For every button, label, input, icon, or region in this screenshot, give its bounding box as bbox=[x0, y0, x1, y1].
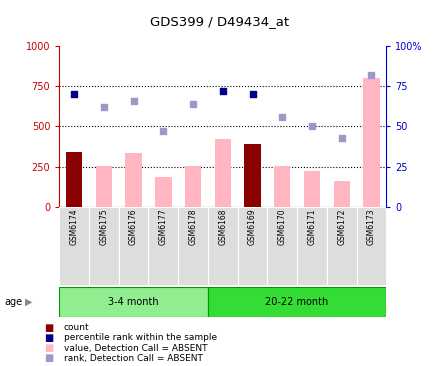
Text: GSM6172: GSM6172 bbox=[336, 208, 346, 245]
Bar bbox=[125, 153, 141, 207]
Bar bbox=[118, 207, 148, 285]
Bar bbox=[244, 144, 260, 207]
Point bbox=[219, 88, 226, 94]
Bar bbox=[297, 207, 326, 285]
Text: age: age bbox=[4, 296, 22, 307]
Text: value, Detection Call = ABSENT: value, Detection Call = ABSENT bbox=[64, 344, 207, 352]
Text: GSM6171: GSM6171 bbox=[307, 208, 316, 245]
Text: GSM6177: GSM6177 bbox=[159, 208, 167, 245]
Bar bbox=[66, 152, 82, 207]
Point bbox=[71, 91, 78, 97]
Text: count: count bbox=[64, 323, 89, 332]
Text: rank, Detection Call = ABSENT: rank, Detection Call = ABSENT bbox=[64, 354, 202, 363]
Text: ■: ■ bbox=[44, 343, 53, 353]
Text: GSM6174: GSM6174 bbox=[70, 208, 78, 245]
Bar bbox=[363, 78, 379, 207]
Bar bbox=[326, 207, 356, 285]
Bar bbox=[184, 166, 201, 207]
Bar bbox=[237, 207, 267, 285]
Point bbox=[189, 101, 196, 107]
Point bbox=[278, 114, 285, 120]
Text: ■: ■ bbox=[44, 333, 53, 343]
Bar bbox=[178, 207, 208, 285]
Text: 20-22 month: 20-22 month bbox=[265, 296, 328, 307]
Text: ▶: ▶ bbox=[25, 296, 32, 307]
Bar bbox=[148, 207, 178, 285]
Point bbox=[337, 135, 344, 141]
Bar bbox=[333, 181, 349, 207]
Bar bbox=[208, 287, 385, 317]
Text: GSM6176: GSM6176 bbox=[129, 208, 138, 245]
Text: GSM6178: GSM6178 bbox=[188, 208, 197, 245]
Bar bbox=[89, 207, 118, 285]
Point bbox=[100, 104, 107, 110]
Bar bbox=[59, 207, 89, 285]
Bar bbox=[208, 207, 237, 285]
Bar bbox=[303, 171, 319, 207]
Point bbox=[130, 98, 137, 104]
Text: GSM6169: GSM6169 bbox=[247, 208, 256, 245]
Text: GDS399 / D49434_at: GDS399 / D49434_at bbox=[150, 15, 288, 28]
Bar bbox=[59, 287, 208, 317]
Point bbox=[367, 72, 374, 78]
Text: GSM6170: GSM6170 bbox=[277, 208, 286, 245]
Point bbox=[159, 128, 166, 134]
Bar bbox=[95, 166, 112, 207]
Bar bbox=[273, 166, 290, 207]
Bar bbox=[155, 177, 171, 207]
Text: GSM6173: GSM6173 bbox=[366, 208, 375, 245]
Text: percentile rank within the sample: percentile rank within the sample bbox=[64, 333, 216, 342]
Bar bbox=[267, 207, 297, 285]
Text: GSM6175: GSM6175 bbox=[99, 208, 108, 245]
Bar bbox=[214, 139, 230, 207]
Text: 3-4 month: 3-4 month bbox=[108, 296, 159, 307]
Point bbox=[308, 123, 315, 129]
Text: GSM6168: GSM6168 bbox=[218, 208, 227, 245]
Bar bbox=[356, 207, 385, 285]
Point bbox=[248, 91, 255, 97]
Text: ■: ■ bbox=[44, 322, 53, 333]
Text: ■: ■ bbox=[44, 353, 53, 363]
